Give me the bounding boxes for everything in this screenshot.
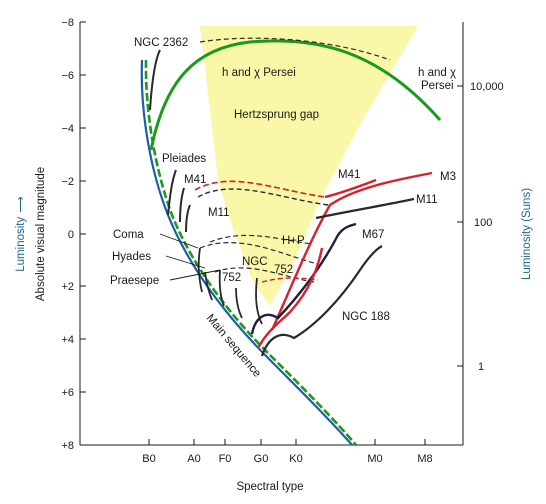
- label-ngc-188: NGC 188: [342, 311, 390, 323]
- label-hyades: Hyades: [112, 251, 151, 263]
- x-axis-title: Spectral type: [236, 481, 303, 493]
- series-red-dashed-low: [261, 277, 319, 283]
- series-ngc752: [235, 287, 243, 319]
- y2-axis-title: Luminosity (Suns): [521, 188, 533, 280]
- x-tick-label: F0: [219, 453, 232, 465]
- series-pleiades: [167, 169, 177, 216]
- main-sequence-green: [144, 59, 357, 445]
- y-tick-label: −6: [61, 70, 74, 82]
- y-axis-title: Absolute visual magnitude: [35, 167, 47, 301]
- luminosity-arrow-title: Luminosity ⟶: [15, 196, 27, 272]
- y-tick-label: +6: [61, 387, 74, 399]
- label-m3: M3: [440, 171, 456, 183]
- y-tick-label: −8: [61, 17, 74, 29]
- label-pleiades: Pleiades: [162, 153, 206, 165]
- label-praesepe: Praesepe: [110, 275, 159, 287]
- hertzsprung-gap-region: [200, 26, 418, 306]
- series-h-chi-persei: [149, 39, 442, 151]
- series-m11-right: [315, 197, 415, 220]
- y-tick-labels: −8 −6 −4 −2 0 +2 +4 +6 +8: [61, 17, 74, 452]
- y-tick-label: −2: [61, 176, 74, 188]
- series-m41-left: [179, 187, 185, 223]
- series-ngc188: [260, 245, 383, 357]
- series-coma: [197, 247, 203, 293]
- x-tick-label: M8: [417, 453, 432, 465]
- label-m41-left: M41: [184, 174, 206, 186]
- y2-tick-label: 1: [478, 361, 484, 373]
- y-tick-label: −4: [61, 123, 74, 135]
- luminosity-arrow-glyph: ⟶: [15, 196, 27, 213]
- series-m11-left: [185, 204, 191, 233]
- x-tick-label: G0: [254, 453, 269, 465]
- label-h-chi-persei-right-1: h and χ: [418, 67, 456, 79]
- y2-ticks: [457, 85, 463, 367]
- label-m67: M67: [362, 229, 384, 241]
- y-tick-label: 0: [68, 229, 74, 241]
- series-m41-right: [324, 178, 377, 199]
- label-m11-left: M11: [208, 207, 230, 219]
- luminosity-arrow-text: Luminosity: [15, 217, 27, 272]
- label-ngc-752-a: NGC: [242, 256, 268, 268]
- label-h-chi-persei-right-2: Persei: [421, 80, 454, 92]
- series-m41-dashed: [194, 180, 326, 198]
- hertzsprung-gap-label: Hertzsprung gap: [234, 109, 319, 121]
- series-ngc752-dashed: [209, 234, 313, 245]
- series-hp-dashed: [214, 267, 315, 283]
- x-ticks: [148, 439, 426, 445]
- series-hchi-dashed: [199, 37, 391, 61]
- main-sequence-blue: [140, 59, 353, 445]
- series-hyades: [204, 271, 213, 301]
- x-tick-label: K0: [289, 453, 302, 465]
- leader-lines: [159, 233, 221, 281]
- y2-tick-labels: 10,000 100 1: [470, 81, 504, 373]
- y-tick-label: +2: [61, 281, 74, 293]
- y-tick-label: +8: [61, 440, 74, 452]
- y2-tick-label: 100: [474, 217, 492, 229]
- label-m41-right: M41: [338, 169, 360, 181]
- y-tick-label: +4: [61, 334, 74, 346]
- label-ngc-752-b: 752: [222, 272, 241, 284]
- series-ngc-2362: [149, 49, 161, 111]
- series-m3: [270, 171, 433, 331]
- series-m11-dashed: [197, 188, 329, 206]
- label-m11-right: M11: [416, 194, 438, 206]
- label-main-sequence: Main sequence: [204, 312, 263, 379]
- x-tick-label: B0: [142, 453, 155, 465]
- label-ngc-752-c: 752: [274, 264, 293, 276]
- x-tick-labels: B0 A0 F0 G0 K0 M0 M8: [142, 453, 432, 465]
- x-tick-label: M0: [367, 453, 382, 465]
- y-ticks: [80, 21, 86, 446]
- series-ngc752-b: [255, 277, 263, 325]
- x-tick-label: A0: [187, 453, 200, 465]
- label-hp: H+P: [282, 235, 305, 247]
- series-praesepe: [218, 269, 225, 307]
- series-hp: [256, 247, 324, 349]
- label-ngc-2362: NGC 2362: [134, 37, 188, 49]
- label-coma: Coma: [113, 229, 144, 241]
- y2-tick-label: 10,000: [470, 81, 504, 93]
- series-m67: [250, 222, 357, 335]
- label-h-chi-persei-top: h and χ Persei: [222, 67, 296, 79]
